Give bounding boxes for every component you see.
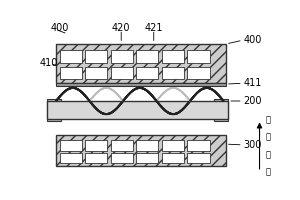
Bar (136, 153, 158, 163)
Bar (136, 140, 158, 151)
Bar (60, 50, 82, 62)
Bar (111, 153, 133, 163)
Bar (111, 140, 133, 151)
Bar (85, 140, 107, 151)
Bar (162, 153, 184, 163)
Text: 直: 直 (266, 132, 270, 141)
Bar (188, 67, 210, 79)
Bar (56, 135, 226, 166)
Bar (214, 99, 228, 121)
Bar (60, 140, 82, 151)
Bar (136, 50, 158, 62)
Text: 411: 411 (243, 78, 262, 88)
Text: 400: 400 (243, 35, 262, 45)
Bar (85, 50, 107, 62)
Bar (47, 99, 61, 121)
Bar (47, 101, 228, 119)
Bar (60, 153, 82, 163)
Bar (85, 153, 107, 163)
Text: 糭: 糭 (266, 115, 270, 124)
Bar (136, 67, 158, 79)
Bar (162, 140, 184, 151)
Bar (56, 44, 226, 83)
Bar (111, 67, 133, 79)
Bar (111, 50, 133, 62)
Text: 420: 420 (112, 23, 130, 33)
Text: 200: 200 (243, 96, 262, 106)
Text: 向: 向 (266, 167, 270, 176)
Bar (162, 50, 184, 62)
Text: 方: 方 (266, 150, 270, 159)
Text: 421: 421 (145, 23, 163, 33)
Bar (162, 67, 184, 79)
Text: 400: 400 (50, 23, 69, 33)
Text: 410: 410 (40, 58, 58, 68)
Bar (60, 67, 82, 79)
Text: 300: 300 (243, 140, 262, 150)
Bar (85, 67, 107, 79)
Bar (188, 153, 210, 163)
Bar (188, 50, 210, 62)
Bar (188, 140, 210, 151)
Bar (56, 83, 226, 86)
